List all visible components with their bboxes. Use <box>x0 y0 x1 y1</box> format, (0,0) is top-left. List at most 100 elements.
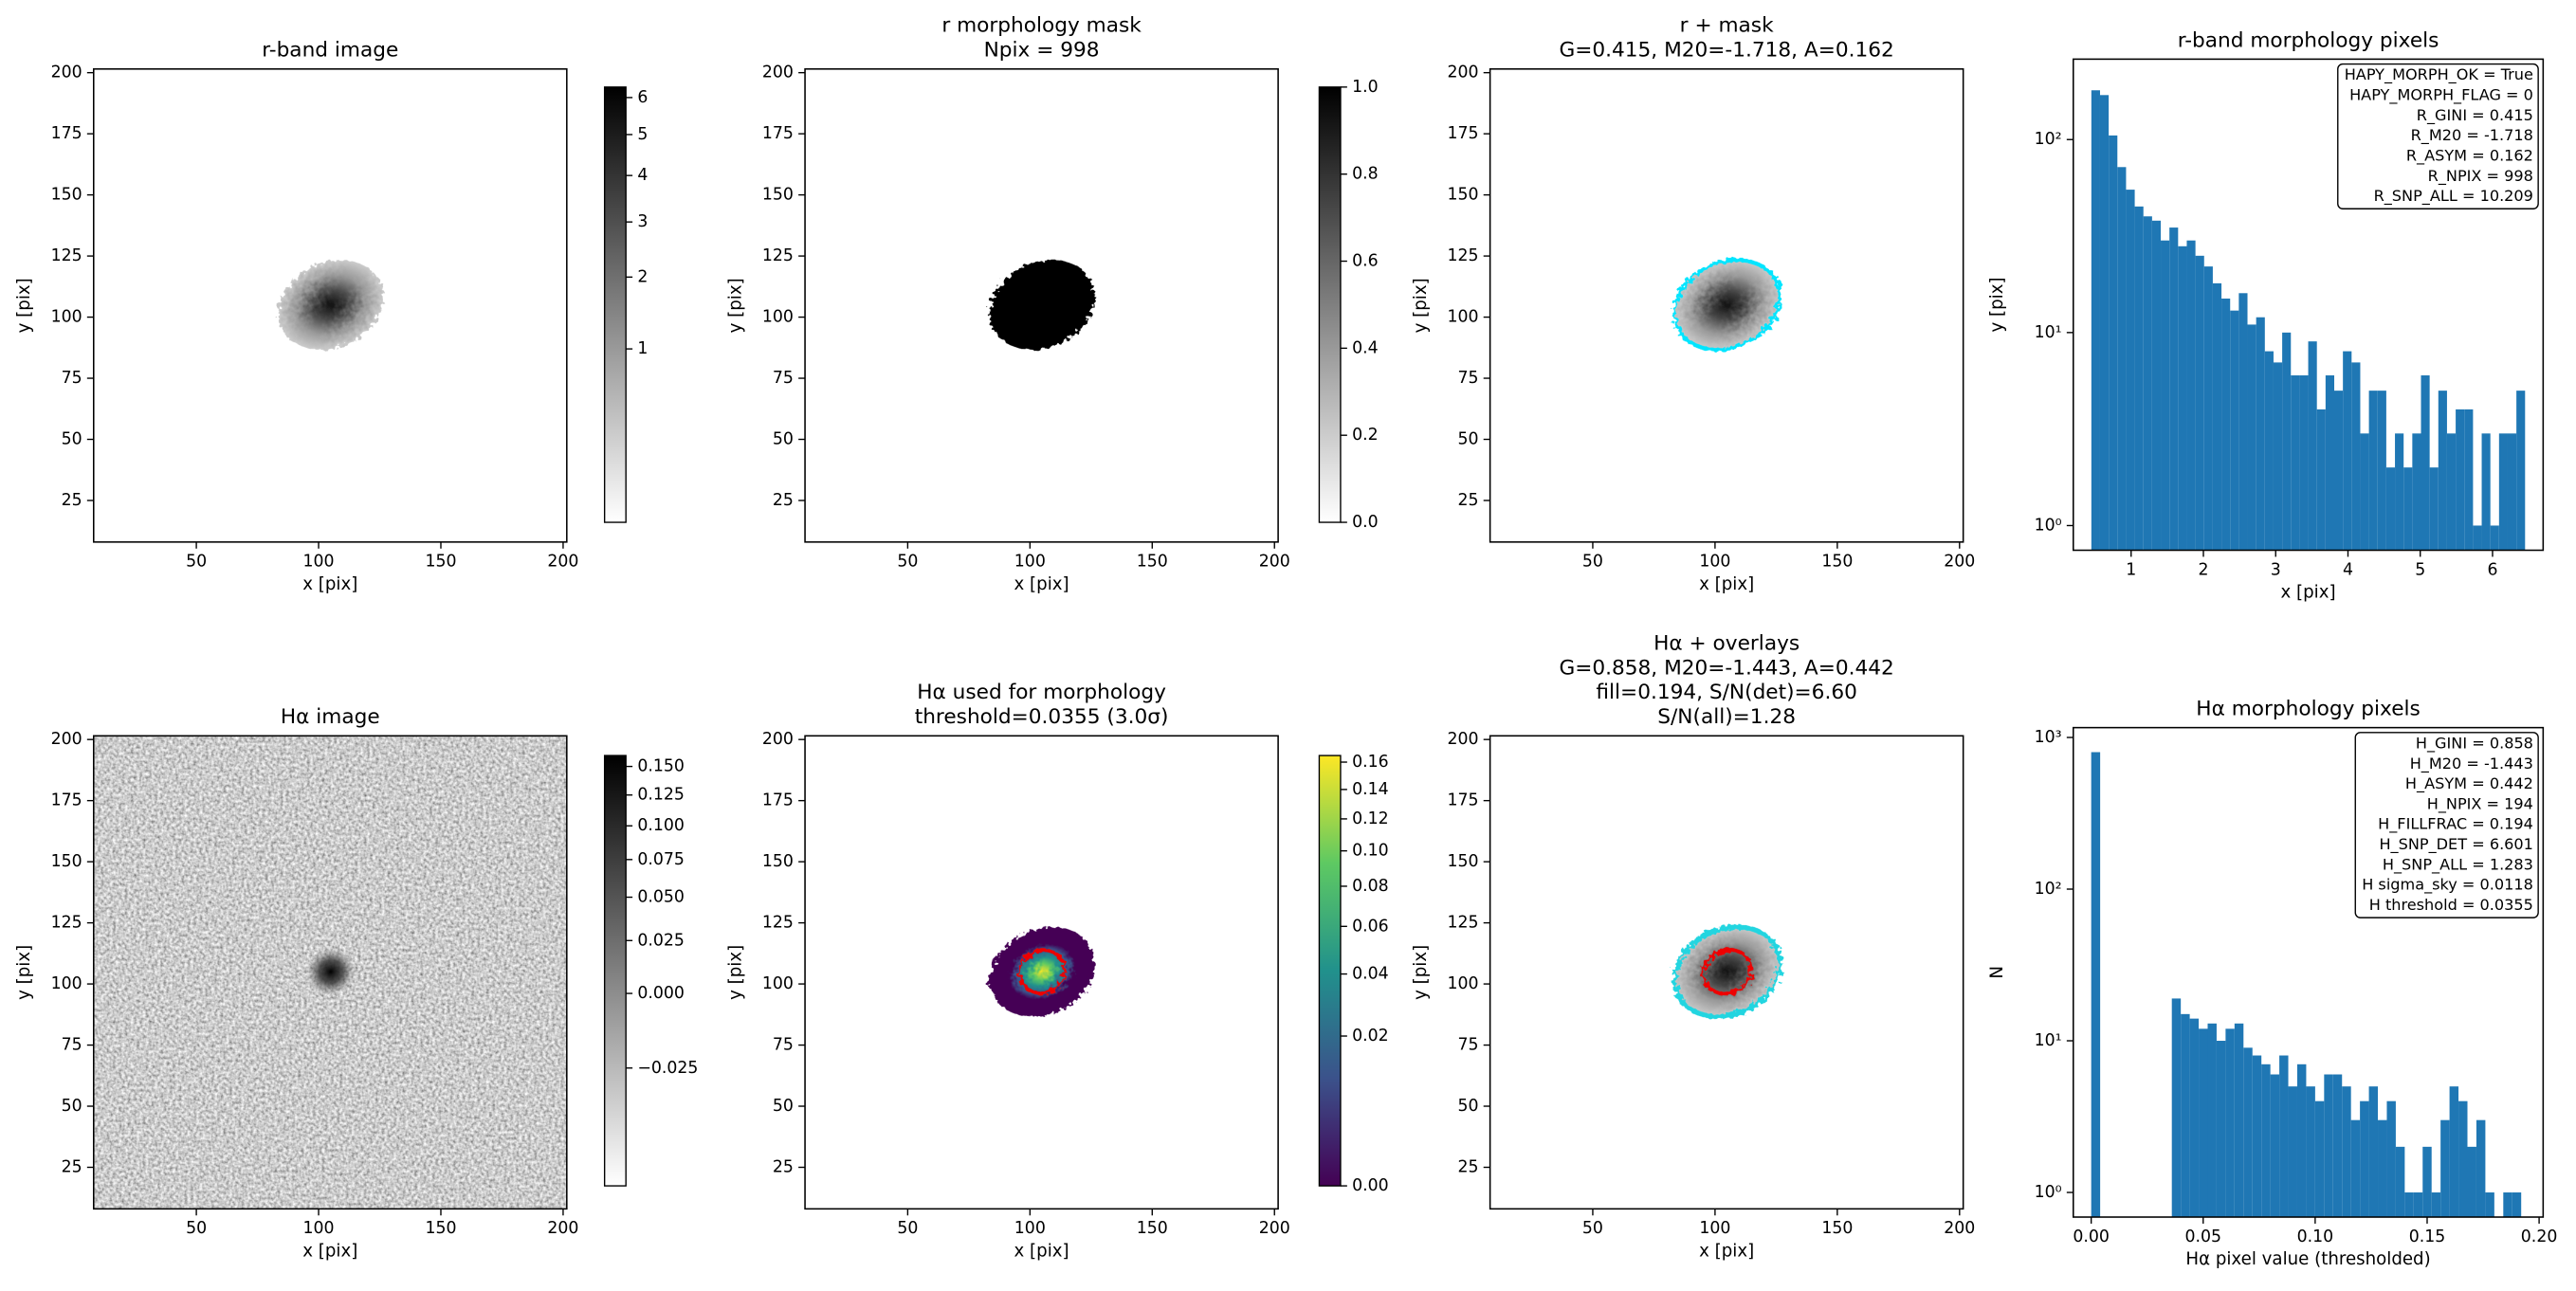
annotation-line: R_ASYM = 0.162 <box>2406 146 2533 165</box>
x-tick-label: 5 <box>2415 560 2425 579</box>
y-tick-label: 50 <box>62 430 82 449</box>
bar <box>2282 332 2292 551</box>
bar <box>2212 282 2222 551</box>
colorbar-tick-label: 0.0 <box>1352 513 1379 532</box>
bar <box>2438 391 2447 551</box>
axes-frame <box>92 68 568 543</box>
annotation-line: H_SNP_DET = 6.601 <box>2379 835 2533 854</box>
colorbar-tick-label: 0.14 <box>1352 780 1389 799</box>
bar <box>2117 167 2127 551</box>
source-image <box>278 260 384 351</box>
y-tick-label: 200 <box>762 64 794 82</box>
x-tick-label: 1 <box>2126 560 2136 579</box>
panel-title: r-band morphology pixels <box>2178 28 2439 52</box>
axes-frame <box>1489 735 1964 1210</box>
y-tick-label: 125 <box>762 246 794 265</box>
x-tick-label: 100 <box>303 553 335 572</box>
x-tick-label: 0.15 <box>2409 1227 2446 1246</box>
colorbar <box>1318 755 1342 1187</box>
y-tick-label: 50 <box>62 1097 82 1116</box>
bar <box>2368 391 2378 551</box>
x-axis-label: x [pix] <box>1014 574 1069 594</box>
bar <box>2234 1023 2244 1218</box>
bar <box>2151 220 2162 551</box>
x-tick-label: 150 <box>1137 553 1168 572</box>
bar <box>2368 1086 2379 1218</box>
bar <box>2458 1100 2468 1218</box>
bar <box>2161 240 2170 551</box>
x-tick-label: 50 <box>897 553 918 572</box>
y-tick-label: 125 <box>51 914 82 933</box>
colorbar-tick-label: 6 <box>637 88 648 107</box>
annotation-line: H sigma_sky = 0.0118 <box>2362 876 2533 895</box>
plot-area <box>805 68 1279 542</box>
y-tick-label: 150 <box>51 186 82 205</box>
colorbar-tick-label: 0.050 <box>637 888 685 907</box>
x-axis-label: Hα pixel value (thresholded) <box>2185 1249 2430 1269</box>
panel: 0.00 0.05 0.10 0.15 0.20 10⁰ 10¹ 10² 10³ Hα pixel… <box>1987 698 2557 1269</box>
bar <box>2306 1086 2315 1218</box>
y-axis-label: y [pix] <box>725 278 745 333</box>
bar <box>2377 391 2386 551</box>
bar <box>2169 227 2179 551</box>
colorbar-tick-label: 0.6 <box>1352 252 1379 271</box>
x-tick-label: 50 <box>1582 1219 1603 1238</box>
colorbar <box>1318 86 1342 523</box>
colorbar-tick-label: 0.00 <box>1352 1176 1389 1195</box>
bar <box>2485 1192 2494 1218</box>
bar <box>2134 206 2144 551</box>
panel-title: r morphology mask <box>941 14 1142 38</box>
bar <box>2431 1192 2441 1218</box>
plot-area <box>93 68 567 542</box>
y-tick-label: 10¹ <box>2035 323 2062 342</box>
x-tick-label: 50 <box>186 553 207 572</box>
colorbar-tick-label: 0.100 <box>637 816 685 835</box>
x-tick-label: 50 <box>1582 553 1603 572</box>
bar <box>2350 1119 2361 1218</box>
mask-contour <box>1672 924 1782 1020</box>
bar <box>2279 1055 2289 1218</box>
x-tick-label: 0.05 <box>2184 1227 2221 1246</box>
x-tick-label: 200 <box>1259 1219 1290 1238</box>
colorbar-tick-label: 0.02 <box>1352 1027 1389 1046</box>
y-tick-label: 75 <box>62 369 82 388</box>
colorbar-tick-label: 0.125 <box>637 786 685 805</box>
bar <box>2216 1041 2226 1218</box>
colorbar-tick-label: 0.025 <box>637 931 685 950</box>
bar <box>2467 1146 2476 1218</box>
y-tick-label: 75 <box>62 1036 82 1055</box>
y-axis-label: y [pix] <box>725 945 745 1000</box>
bar <box>2270 1074 2280 1218</box>
y-tick-label: 125 <box>1447 246 1478 265</box>
panel-title: Hα image <box>281 705 380 729</box>
bar <box>2324 1074 2333 1218</box>
y-tick-label: 75 <box>773 369 794 388</box>
x-tick-label: 150 <box>425 1219 456 1238</box>
y-tick-label: 150 <box>51 852 82 871</box>
bar <box>2403 467 2413 551</box>
bar <box>2342 1086 2351 1218</box>
y-tick-label: 50 <box>773 430 794 449</box>
x-tick-label: 150 <box>1821 1219 1853 1238</box>
y-axis-label: y [pix] <box>14 278 34 333</box>
colorbar-tick-label: 4 <box>637 166 648 185</box>
x-tick-label: 50 <box>186 1219 207 1238</box>
y-tick-label: 75 <box>773 1036 794 1055</box>
y-tick-label: 10³ <box>2035 728 2062 747</box>
bar <box>2225 1028 2235 1218</box>
bar <box>2332 1074 2343 1218</box>
bar <box>2186 240 2196 551</box>
source-image <box>1674 926 1781 1017</box>
bar <box>2440 1119 2450 1218</box>
y-tick-label: 175 <box>1447 791 1478 810</box>
y-tick-label: 150 <box>1447 852 1478 871</box>
y-tick-label: 200 <box>762 730 794 749</box>
annotation-line: H_FILLFRAC = 0.194 <box>2378 815 2533 834</box>
colorbar-tick-label: 0.04 <box>1352 965 1389 984</box>
bar <box>2343 351 2352 551</box>
x-tick-label: 200 <box>547 1219 578 1238</box>
